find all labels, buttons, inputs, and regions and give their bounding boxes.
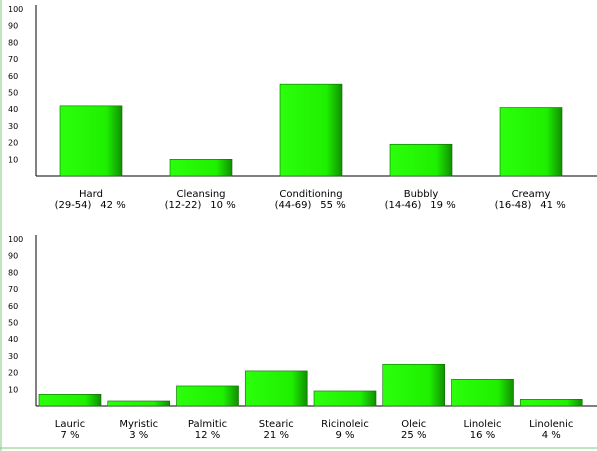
y-tick-label: 50 <box>8 89 18 98</box>
fatty-acid-bar <box>244 370 308 407</box>
y-tick-label: 10 <box>8 155 18 164</box>
range-label: (29-54) <box>55 200 92 211</box>
x-category-label: Myristic <box>119 419 158 430</box>
fatty-acid-bar <box>451 378 514 407</box>
fatty-acid-bar <box>313 390 377 407</box>
y-tick-label: 10 <box>8 385 18 394</box>
fatty-acid-bar <box>38 394 102 407</box>
x-category-label: Hard <box>79 189 103 200</box>
value-label: 9 % <box>335 430 354 441</box>
y-tick-label: 20 <box>8 139 18 148</box>
x-category-label: Ricinoleic <box>321 419 369 430</box>
y-tick-label: 90 <box>8 22 18 31</box>
x-category-label: Creamy <box>512 189 551 200</box>
value-label: 42 % <box>100 200 125 211</box>
value-label: 3 % <box>129 430 148 441</box>
value-label: 4 % <box>542 430 561 441</box>
value-label: 10 % <box>210 200 235 211</box>
y-tick-label: 70 <box>8 55 18 64</box>
y-tick-label: 50 <box>8 319 18 328</box>
range-label: (12-22) <box>165 200 202 211</box>
y-tick-label: 90 <box>8 252 18 261</box>
value-label: 16 % <box>470 430 495 441</box>
range-label: (14-46) <box>385 200 422 211</box>
value-label: 21 % <box>264 430 289 441</box>
x-category-label: Palmitic <box>188 419 227 430</box>
fatty-acid-bar <box>176 385 239 407</box>
range-label: (16-48) <box>495 200 532 211</box>
quality-bar <box>389 143 453 177</box>
y-tick-label: 60 <box>8 302 18 311</box>
y-tick-label: 40 <box>8 335 18 344</box>
y-tick-label: 20 <box>8 369 18 378</box>
y-tick-label: 70 <box>8 285 18 294</box>
y-tick-label: 80 <box>8 38 18 47</box>
y-tick-label: 100 <box>8 5 23 14</box>
x-category-label: Stearic <box>259 419 294 430</box>
x-category-label: Conditioning <box>279 189 342 200</box>
x-category-label: Oleic <box>401 419 426 430</box>
fatty-acid-bar <box>519 399 583 407</box>
fatty-acid-bar <box>107 400 171 407</box>
value-label: 25 % <box>401 430 426 441</box>
y-tick-label: 30 <box>8 352 18 361</box>
value-label: 12 % <box>195 430 220 441</box>
x-category-label: Linolenic <box>529 419 573 430</box>
fatty-acid-bar <box>382 363 446 407</box>
x-category-label: Lauric <box>55 419 85 430</box>
soap-qualities-chart: 10 20 30 40 50 60 70 80 90 100 Hard(29-54) 42 % Clea… <box>8 5 597 211</box>
range-label: (44-69) <box>275 200 312 211</box>
x-category-label: Cleansing <box>176 189 225 200</box>
quality-bar <box>59 105 123 177</box>
quality-bar <box>169 159 233 177</box>
y-tick-label: 30 <box>8 122 18 131</box>
value-label: 55 % <box>320 200 345 211</box>
y-tick-label: 100 <box>8 235 23 244</box>
value-label: 41 % <box>540 200 565 211</box>
x-category-label: Bubbly <box>404 189 439 200</box>
value-label: 7 % <box>60 430 79 441</box>
y-tick-label: 60 <box>8 72 18 81</box>
quality-bar <box>499 107 563 177</box>
y-tick-label: 80 <box>8 268 18 277</box>
quality-bar <box>279 83 343 177</box>
y-tick-label: 40 <box>8 105 18 114</box>
value-label: 19 % <box>430 200 455 211</box>
x-category-label: Linoleic <box>463 419 501 430</box>
